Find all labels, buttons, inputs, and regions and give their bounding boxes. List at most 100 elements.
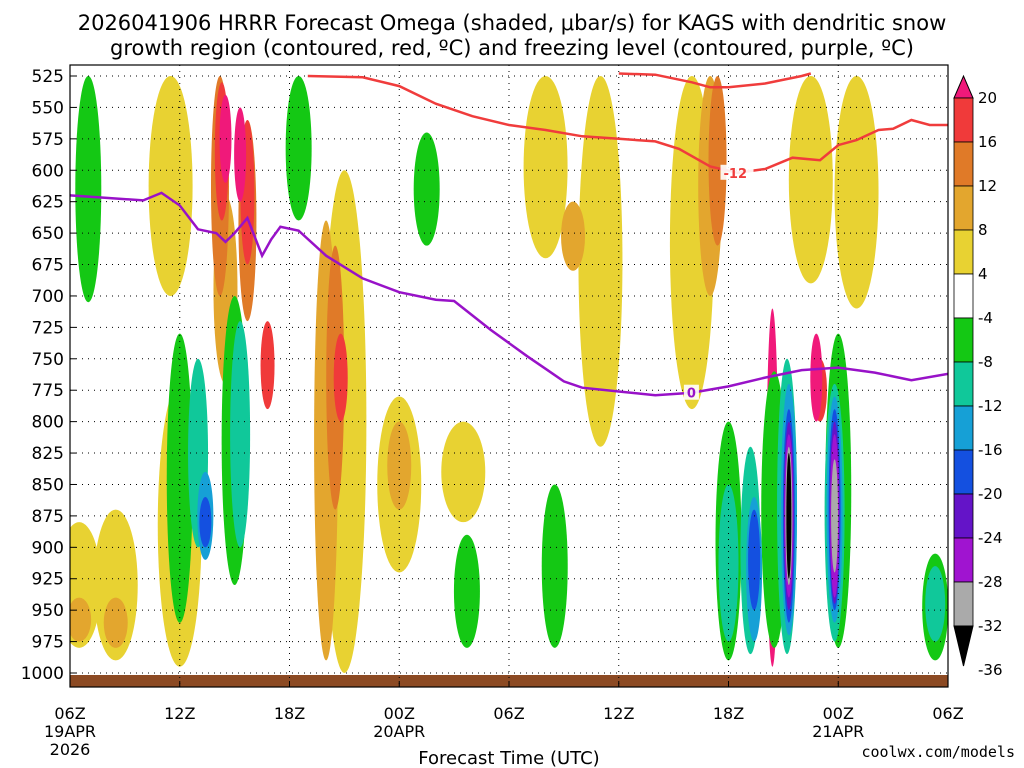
colorbar-bin xyxy=(953,273,974,319)
dgz-contour-label-bg xyxy=(720,164,754,180)
y-tick-label: 750 xyxy=(32,350,64,370)
colorbar-label: 16 xyxy=(978,133,997,151)
omega-blob xyxy=(441,421,486,523)
colorbar-bin xyxy=(953,405,974,451)
x-tick-year: 2026 xyxy=(50,740,91,759)
colorbar-label: -28 xyxy=(978,573,1003,591)
omega-blob xyxy=(148,75,193,296)
y-tick-label: 925 xyxy=(32,570,64,590)
omega-blob xyxy=(810,333,823,422)
omega-shading xyxy=(70,75,948,687)
x-tick-label: 06Z xyxy=(932,704,963,723)
colorbar-bin xyxy=(953,581,974,627)
colorbar-bin xyxy=(953,493,974,539)
colorbar-label: -20 xyxy=(978,485,1003,503)
omega-blob xyxy=(285,76,312,221)
axes: 0 -12 525 550 575 600 625 650 675 700 725 750 775 800… xyxy=(21,67,964,759)
x-tick-label: 18Z xyxy=(713,704,744,723)
y-tick-label: 575 xyxy=(32,130,64,150)
y-tick-label: 625 xyxy=(32,193,64,213)
colorbar-label: 12 xyxy=(978,177,997,195)
y-tick-label: 900 xyxy=(32,538,64,558)
omega-blob xyxy=(230,321,251,548)
dgz-upper-contour xyxy=(618,72,812,89)
x-tick-date: 21APR xyxy=(812,722,864,741)
omega-blob xyxy=(925,566,946,642)
x-tick-date: 19APR xyxy=(44,722,96,741)
x-tick-label: 00Z xyxy=(823,704,854,723)
y-tick-label: 975 xyxy=(32,633,64,653)
colorbar-label: -12 xyxy=(978,397,1003,415)
colorbar-label: 8 xyxy=(978,221,988,239)
omega-blob xyxy=(219,94,232,183)
freezing-level-contour xyxy=(70,191,948,397)
y-tick-label: 700 xyxy=(32,287,64,307)
colorbar-label: -16 xyxy=(978,441,1003,459)
colorbar-bin xyxy=(953,229,974,275)
colorbar-bin xyxy=(953,361,974,407)
y-tick-label: 675 xyxy=(32,256,64,276)
y-tick-label: 775 xyxy=(32,381,64,401)
chart-title-line2: growth region (contoured, red, ºC) and f… xyxy=(110,36,914,60)
omega-blob xyxy=(541,484,568,648)
y-tick-label: 525 xyxy=(32,67,64,87)
colorbar-label: -32 xyxy=(978,617,1003,635)
colorbar-label: 4 xyxy=(978,265,988,283)
chart-title-line1: 2026041906 HRRR Forecast Omega (shaded, … xyxy=(78,11,947,35)
omega-blob xyxy=(453,534,480,648)
omega-blob xyxy=(523,75,568,259)
site-credit: coolwx.com/models xyxy=(861,743,1015,761)
x-tick-label: 12Z xyxy=(164,704,195,723)
dgz-contour-label: -12 xyxy=(724,167,748,182)
x-tick-date: 20APR xyxy=(373,722,425,741)
x-tick-label: 06Z xyxy=(54,704,85,723)
omega-blob xyxy=(748,509,761,611)
x-tick-label: 06Z xyxy=(493,704,524,723)
omega-blob xyxy=(387,421,412,510)
colorbar-bin xyxy=(953,537,974,583)
omega-blob xyxy=(199,497,212,548)
colorbar-label: -24 xyxy=(978,529,1003,547)
omega-blob xyxy=(333,333,348,422)
colorbar-bin xyxy=(953,449,974,495)
omega-blob xyxy=(578,76,623,447)
x-tick-label: 18Z xyxy=(274,704,305,723)
y-tick-label: 800 xyxy=(32,413,64,433)
colorbar-label: 20 xyxy=(978,89,997,107)
omega-blob xyxy=(413,132,440,246)
colorbar-bin xyxy=(953,185,974,231)
y-tick-label: 550 xyxy=(32,98,64,118)
omega-blob xyxy=(561,201,586,271)
omega-blob xyxy=(166,333,193,623)
dgz-contour-minus12 xyxy=(307,74,948,175)
y-tick-label: 850 xyxy=(32,475,64,495)
y-tick-label: 950 xyxy=(32,601,64,621)
freezing-level-label-bg xyxy=(683,384,699,400)
y-tick-label: 600 xyxy=(32,161,64,181)
colorbar-bin xyxy=(953,97,974,143)
colorbar-top-arrow xyxy=(953,74,974,99)
contour-lines xyxy=(70,72,948,397)
y-tick-label: 1000 xyxy=(21,664,64,684)
colorbar-bin xyxy=(953,141,974,187)
omega-blob xyxy=(75,75,102,303)
y-tick-label: 875 xyxy=(32,507,64,527)
colorbar: 20 16 12 8 4 -4 -8 -12 -16 -20 -24 -28 -32 -36 xyxy=(953,74,1003,679)
x-tick-label: 00Z xyxy=(384,704,415,723)
x-axis-title: Forecast Time (UTC) xyxy=(418,748,599,768)
y-tick-label: 725 xyxy=(32,318,64,338)
colorbar-label: -8 xyxy=(978,353,993,371)
colorbar-label: -36 xyxy=(978,661,1003,679)
colorbar-label: -4 xyxy=(978,309,993,327)
omega-blob xyxy=(834,75,879,309)
omega-blob xyxy=(708,75,727,246)
colorbar-bin xyxy=(953,317,974,363)
grid-lines xyxy=(69,65,949,687)
y-tick-label: 650 xyxy=(32,224,64,244)
omega-blob xyxy=(788,75,833,284)
colorbar-bottom-arrow xyxy=(953,625,974,667)
omega-blob xyxy=(260,321,275,410)
omega-blob xyxy=(103,597,128,648)
freezing-level-label: 0 xyxy=(687,387,696,402)
